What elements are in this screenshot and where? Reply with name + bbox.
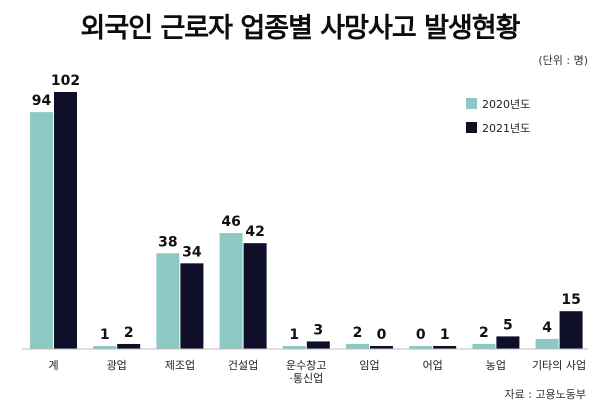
bar-2020 bbox=[30, 112, 53, 349]
bar-2020 bbox=[219, 233, 243, 349]
value-label: 4 bbox=[542, 320, 552, 336]
bar-2020 bbox=[156, 253, 180, 349]
category-label: 광업 bbox=[107, 359, 127, 372]
bar-2020 bbox=[472, 343, 496, 349]
bar-2021 bbox=[306, 341, 330, 349]
category-label: 건설업 bbox=[228, 359, 258, 372]
bar-2020 bbox=[346, 343, 369, 349]
value-label: 5 bbox=[503, 317, 513, 333]
bar-2021 bbox=[180, 263, 204, 349]
value-label: 102 bbox=[51, 73, 80, 89]
value-label: 2 bbox=[479, 325, 489, 341]
bar-2021 bbox=[370, 346, 393, 349]
value-label: 42 bbox=[245, 224, 264, 240]
value-label: 0 bbox=[377, 327, 387, 343]
legend-swatch bbox=[466, 98, 477, 109]
category-label: 임업 bbox=[359, 359, 379, 372]
bar-2021 bbox=[496, 336, 520, 349]
bar-2020 bbox=[93, 346, 117, 349]
bar-2020 bbox=[409, 346, 433, 349]
bar-2021 bbox=[54, 92, 77, 349]
value-label: 1 bbox=[440, 327, 450, 343]
value-label: 1 bbox=[100, 327, 110, 343]
bar-2021 bbox=[433, 346, 457, 349]
value-label: 1 bbox=[289, 327, 299, 343]
bar-2020 bbox=[282, 346, 306, 349]
bar-2021 bbox=[117, 343, 141, 349]
category-label: 제조업 bbox=[165, 359, 195, 372]
value-label: 2 bbox=[124, 325, 134, 341]
value-label: 38 bbox=[158, 234, 177, 250]
value-label: 2 bbox=[353, 325, 363, 341]
category-label: 기타의 사업 bbox=[532, 359, 586, 372]
category-label: 계 bbox=[48, 359, 58, 372]
legend-label: 2021년도 bbox=[482, 122, 530, 135]
value-label: 15 bbox=[561, 292, 580, 308]
chart-title: 외국인 근로자 업종별 사망사고 발생현황 bbox=[80, 13, 521, 44]
legend: 2020년도 2021년도 bbox=[466, 98, 530, 135]
bar-2021 bbox=[243, 243, 267, 349]
category-label: 어업 bbox=[423, 359, 443, 372]
category-label: 농업 bbox=[486, 359, 506, 372]
bars-layer bbox=[30, 92, 583, 349]
value-label: 94 bbox=[32, 93, 52, 109]
bar-2020 bbox=[535, 338, 559, 349]
source-label: 자료 : 고용노동부 bbox=[504, 388, 586, 401]
legend-label: 2020년도 bbox=[482, 98, 530, 111]
legend-swatch bbox=[466, 122, 477, 133]
unit-label: (단위 : 명) bbox=[538, 54, 588, 67]
value-label: 0 bbox=[416, 327, 426, 343]
value-label: 46 bbox=[221, 214, 240, 230]
category-label: 운수창고 ·통신업 bbox=[286, 359, 326, 385]
bar-2021 bbox=[559, 311, 583, 349]
value-label: 3 bbox=[313, 322, 323, 338]
value-label: 34 bbox=[182, 244, 202, 260]
